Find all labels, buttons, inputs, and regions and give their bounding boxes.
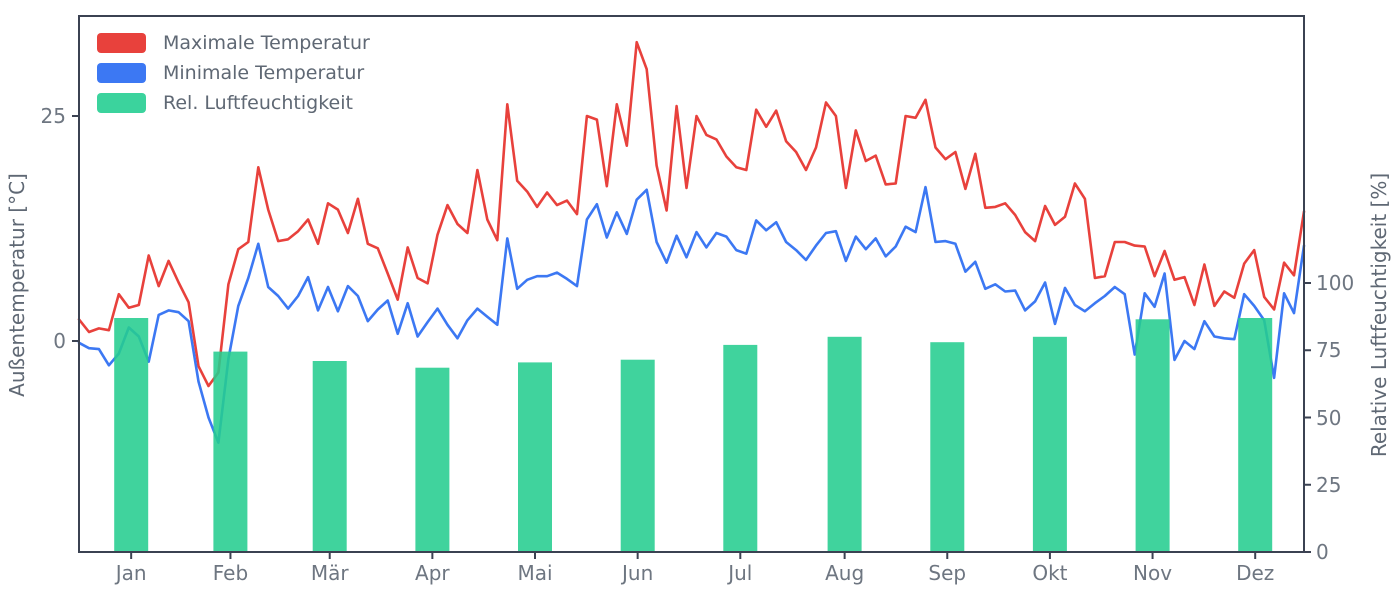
max-temp-swatch-icon xyxy=(97,33,146,53)
left-axis-tick-25: 25 xyxy=(40,104,66,128)
x-tick-dez: Dez xyxy=(1236,561,1275,585)
right-axis-title: Relative Luftfeuchtigkeit [%] xyxy=(1367,172,1391,458)
legend-item-max-temp: Maximale Temperatur xyxy=(97,33,370,53)
legend-label-max-temp: Maximale Temperatur xyxy=(163,31,370,54)
left-axis-title: Außentemperatur [°C] xyxy=(5,173,29,397)
right-axis-tick-0: 0 xyxy=(1316,540,1329,564)
x-tick-jul: Jul xyxy=(728,561,753,585)
x-tick-feb: Feb xyxy=(212,561,249,585)
x-tick-jun: Jun xyxy=(622,561,654,585)
legend-label-humidity: Rel. Luftfeuchtigkeit xyxy=(163,91,353,114)
x-tick-apr: Apr xyxy=(415,561,450,585)
x-tick-sep: Sep xyxy=(928,561,967,585)
right-axis-tick-75: 75 xyxy=(1316,338,1342,363)
x-tick-okt: Okt xyxy=(1032,561,1068,585)
legend-item-humidity: Rel. Luftfeuchtigkeit xyxy=(97,93,370,113)
x-tick-jan: Jan xyxy=(115,561,147,585)
right-axis-tick-100: 100 xyxy=(1316,271,1355,295)
x-tick-mar: Mär xyxy=(310,561,349,585)
humidity-swatch-icon xyxy=(97,93,146,113)
min-temp-swatch-icon xyxy=(97,63,146,83)
x-tick-aug: Aug xyxy=(825,561,865,585)
x-tick-nov: Nov xyxy=(1133,561,1173,585)
right-axis-tick-25: 25 xyxy=(1316,472,1342,497)
right-axis-tick-50: 50 xyxy=(1316,405,1342,430)
legend-item-min-temp: Minimale Temperatur xyxy=(97,63,370,83)
legend-label-min-temp: Minimale Temperatur xyxy=(163,61,365,84)
left-axis-tick-0: 0 xyxy=(53,329,66,353)
x-tick-mai: Mai xyxy=(517,561,553,585)
legend: Maximale Temperatur Minimale Temperatur … xyxy=(97,33,370,123)
